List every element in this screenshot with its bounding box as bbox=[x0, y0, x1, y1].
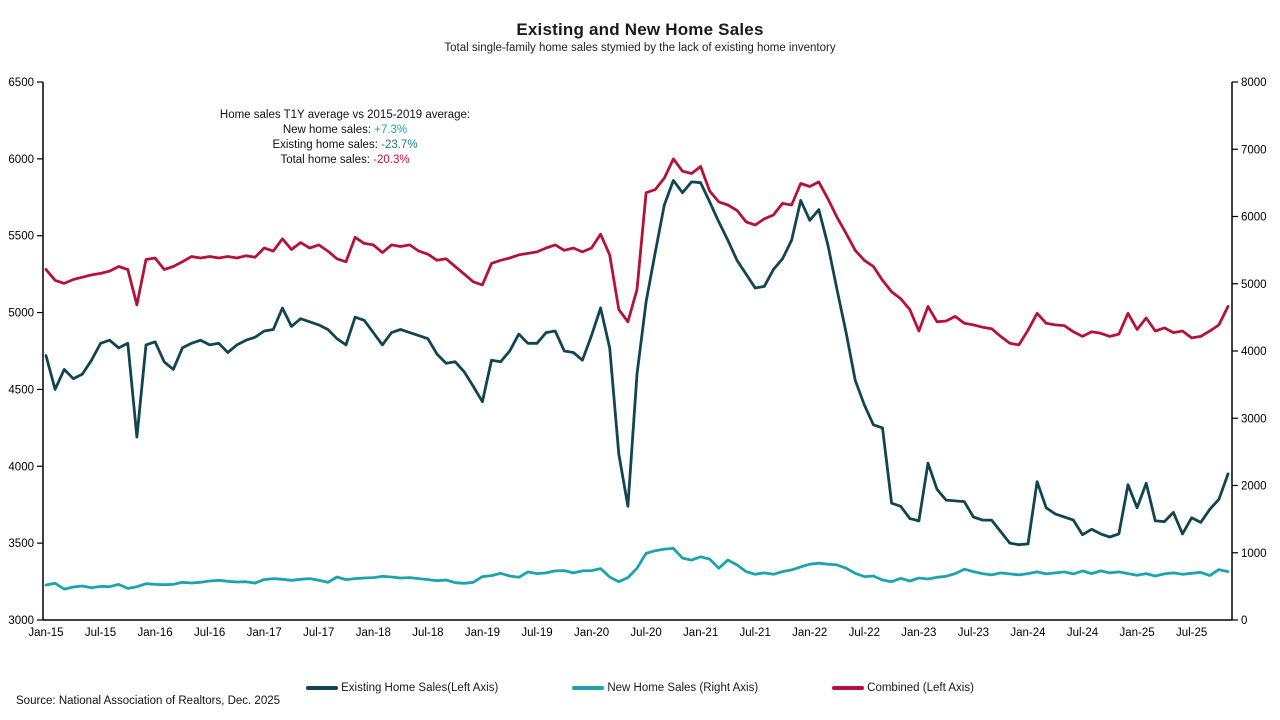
right-axis-tick-label: 3000 bbox=[1241, 413, 1267, 425]
left-axis-tick-label: 6500 bbox=[8, 77, 34, 89]
x-axis-tick-label: Jan-18 bbox=[356, 627, 391, 639]
left-axis-tick-label: 4000 bbox=[8, 461, 34, 473]
x-axis-tick-label: Jan-20 bbox=[574, 627, 609, 639]
legend-swatch-new bbox=[572, 686, 605, 690]
annotation-value-total: -20.3% bbox=[373, 154, 410, 166]
x-axis-tick-label: Jul-22 bbox=[849, 627, 880, 639]
right-axis-tick-label: 1000 bbox=[1241, 548, 1267, 560]
x-axis-tick-label: Jul-23 bbox=[958, 627, 989, 639]
x-axis-tick-label: Jan-15 bbox=[28, 627, 63, 639]
x-axis-tick-label: Jan-17 bbox=[247, 627, 282, 639]
left-axis-tick-label: 4500 bbox=[8, 384, 34, 396]
x-axis-tick-label: Jul-18 bbox=[412, 627, 443, 639]
page-title: Existing and New Home Sales bbox=[516, 20, 764, 39]
page-subtitle: Total single-family home sales stymied b… bbox=[444, 42, 836, 54]
left-axis-tick-label: 5500 bbox=[8, 231, 34, 243]
legend-label-combined: Combined (Left Axis) bbox=[867, 682, 974, 694]
x-axis-tick-label: Jan-19 bbox=[465, 627, 500, 639]
annotation-heading: Home sales T1Y average vs 2015-2019 aver… bbox=[219, 109, 471, 121]
source-note: Source: National Association of Realtors… bbox=[16, 695, 281, 707]
legend-swatch-existing bbox=[306, 686, 339, 690]
legend-label-new: New Home Sales (Right Axis) bbox=[607, 682, 759, 694]
right-axis-tick-label: 6000 bbox=[1241, 212, 1267, 224]
right-axis-tick-label: 2000 bbox=[1241, 481, 1267, 493]
x-axis-tick-label: Jul-25 bbox=[1176, 627, 1207, 639]
series-line-combined bbox=[44, 157, 1230, 347]
annotation-line-new: New home sales: +7.3% bbox=[145, 123, 545, 138]
left-axis-tick-label: 3000 bbox=[8, 615, 34, 627]
right-axis-tick-label: 7000 bbox=[1241, 144, 1267, 156]
x-axis-tick-label: Jan-23 bbox=[901, 627, 936, 639]
legend-item-new: New Home Sales (Right Axis) bbox=[572, 682, 758, 694]
x-axis-tick-label: Jan-21 bbox=[683, 627, 718, 639]
annotation: Home sales T1Y average vs 2015-2019 aver… bbox=[145, 108, 545, 168]
x-axis-tick-label: Jan-16 bbox=[138, 627, 173, 639]
annotation-label-existing: Existing home sales: bbox=[272, 139, 382, 151]
right-axis-tick-label: 8000 bbox=[1241, 77, 1267, 89]
x-axis-tick-label: Jan-25 bbox=[1119, 627, 1154, 639]
annotation-value-existing: -23.7% bbox=[381, 139, 418, 151]
x-axis-tick-label: Jul-17 bbox=[303, 627, 334, 639]
x-axis-tick-label: Jul-15 bbox=[85, 627, 116, 639]
x-axis-tick-label: Jul-20 bbox=[630, 627, 661, 639]
legend-item-combined: Combined (Left Axis) bbox=[832, 682, 974, 694]
series-line-existing bbox=[44, 178, 1230, 547]
left-axis-tick-label: 3500 bbox=[8, 538, 34, 550]
annotation-value-new: +7.3% bbox=[374, 124, 408, 136]
legend-item-existing: Existing Home Sales(Left Axis) bbox=[306, 682, 498, 694]
x-axis-tick-label: Jul-16 bbox=[194, 627, 225, 639]
right-axis-tick-label: 5000 bbox=[1241, 279, 1267, 291]
annotation-line-existing: Existing home sales: -23.7% bbox=[145, 138, 545, 153]
left-axis-tick-label: 6000 bbox=[8, 154, 34, 166]
x-axis-tick-label: Jan-22 bbox=[792, 627, 827, 639]
legend-label-existing: Existing Home Sales(Left Axis) bbox=[341, 682, 499, 694]
annotation-label-new: New home sales: bbox=[282, 124, 375, 136]
x-axis-tick-label: Jul-19 bbox=[521, 627, 552, 639]
right-axis-tick-label: 4000 bbox=[1241, 346, 1267, 358]
x-axis-tick-label: Jul-24 bbox=[1067, 627, 1099, 639]
legend: Existing Home Sales(Left Axis) New Home … bbox=[0, 682, 1280, 694]
annotation-label-total: Total home sales: bbox=[280, 154, 374, 166]
right-axis-tick-label: 0 bbox=[1241, 615, 1247, 627]
left-axis-tick-label: 5000 bbox=[8, 308, 34, 320]
legend-swatch-combined bbox=[832, 686, 865, 690]
series-line-new bbox=[44, 547, 1230, 591]
annotation-line-total: Total home sales: -20.3% bbox=[145, 153, 545, 168]
x-axis-tick-label: Jan-24 bbox=[1010, 627, 1046, 639]
x-axis-tick-label: Jul-21 bbox=[740, 627, 771, 639]
